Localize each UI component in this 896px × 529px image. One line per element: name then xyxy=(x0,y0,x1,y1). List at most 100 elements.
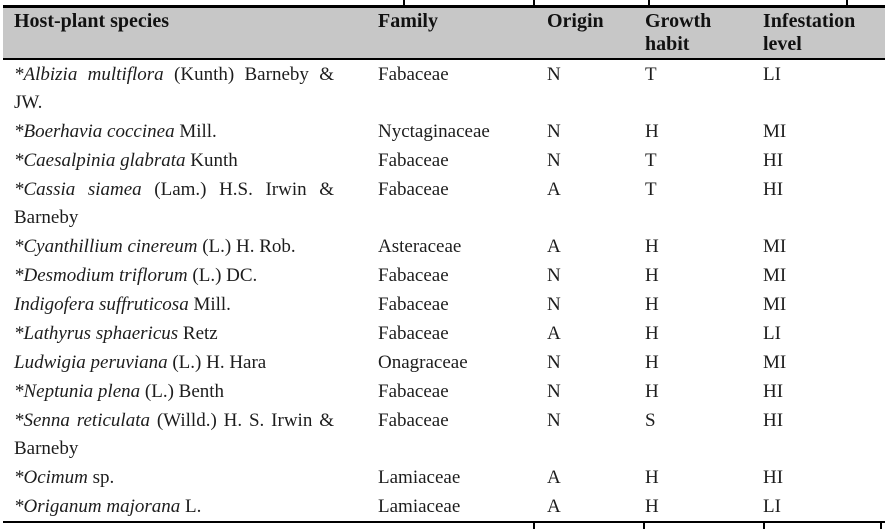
column-header-growth-habit: Growth habit xyxy=(645,6,763,60)
rule-stub xyxy=(643,523,645,529)
origin-cell: A xyxy=(547,467,561,488)
infestation-level-cell: MI xyxy=(763,236,787,257)
rule-stub xyxy=(403,0,405,5)
species-name: *Senna reticulata xyxy=(14,410,150,431)
origin-cell: A xyxy=(547,323,561,344)
species-authority: (L.) Benth xyxy=(140,381,225,402)
family-cell: Asteraceae xyxy=(378,236,462,257)
table-row: Ludwigia peruviana (L.) H. Hara Onagrace… xyxy=(3,348,885,377)
family-cell: Fabaceae xyxy=(378,294,449,315)
species-authority: (Lam.) H.S. Irwin & Barneby xyxy=(14,179,334,228)
species-authority: (L.) DC. xyxy=(187,265,258,286)
species-name: *Origanum majorana xyxy=(14,496,181,517)
species-name: *Neptunia plena xyxy=(14,381,141,402)
infestation-level-cell: MI xyxy=(763,265,787,286)
species-authority: (Willd.) H. S. Irwin & Barneby xyxy=(14,410,334,459)
infestation-level-cell: MI xyxy=(763,121,787,142)
table-row: *Cyanthillium cinereum (L.) H. Rob. Aste… xyxy=(3,232,885,261)
table-body: *Albizia multiflora (Kunth) Barneby & JW… xyxy=(3,59,885,522)
species-authority: (L.) H. Rob. xyxy=(197,236,296,257)
infestation-level-cell: HI xyxy=(763,381,784,402)
rule-stub xyxy=(533,0,535,5)
infestation-level-cell: HI xyxy=(763,410,784,431)
table-row: *Neptunia plena (L.) Benth Fabaceae N H … xyxy=(3,377,885,406)
species-cell: *Desmodium triflorum (L.) DC. xyxy=(3,261,378,290)
table-row: *Boerhavia coccinea Mill. Nyctaginaceae … xyxy=(3,117,885,146)
table-row: *Cassia siamea (Lam.) H.S. Irwin & Barne… xyxy=(3,175,885,232)
infestation-level-cell: LI xyxy=(763,496,781,517)
column-header-origin: Origin xyxy=(547,6,645,60)
growth-habit-cell: H xyxy=(645,265,659,286)
table-row: *Desmodium triflorum (L.) DC. Fabaceae N… xyxy=(3,261,885,290)
family-cell: Fabaceae xyxy=(378,265,449,286)
table-row: *Caesalpinia glabrata Kunth Fabaceae N T… xyxy=(3,146,885,175)
species-authority: (L.) H. Hara xyxy=(167,352,267,373)
species-cell: *Albizia multiflora (Kunth) Barneby & JW… xyxy=(3,59,378,117)
species-cell: Ludwigia peruviana (L.) H. Hara xyxy=(3,348,378,377)
species-cell: *Ocimum sp. xyxy=(3,463,378,492)
rule-stub xyxy=(846,0,848,5)
infestation-level-cell: HI xyxy=(763,179,784,200)
growth-habit-cell: H xyxy=(645,121,659,142)
column-header-family: Family xyxy=(378,6,547,60)
species-cell: *Cyanthillium cinereum (L.) H. Rob. xyxy=(3,232,378,261)
growth-habit-cell: S xyxy=(645,410,656,431)
infestation-level-cell: HI xyxy=(763,150,784,171)
species-cell: *Senna reticulata (Willd.) H. S. Irwin &… xyxy=(3,406,378,463)
species-name: *Boerhavia coccinea xyxy=(14,121,175,142)
family-cell: Lamiaceae xyxy=(378,467,461,488)
rule-stub xyxy=(880,523,882,529)
rule-stub xyxy=(648,0,650,5)
origin-cell: A xyxy=(547,179,561,200)
origin-cell: N xyxy=(547,410,561,431)
species-name: *Caesalpinia glabrata xyxy=(14,150,186,171)
table-row: *Ocimum sp. Lamiaceae A H HI xyxy=(3,463,885,492)
infestation-level-cell: HI xyxy=(763,467,784,488)
infestation-level-cell: MI xyxy=(763,352,787,373)
species-cell: *Origanum majorana L. xyxy=(3,492,378,522)
origin-cell: N xyxy=(547,121,561,142)
growth-habit-cell: H xyxy=(645,381,659,402)
growth-habit-cell: H xyxy=(645,467,659,488)
growth-habit-cell: T xyxy=(645,179,657,200)
origin-cell: N xyxy=(547,265,561,286)
family-cell: Fabaceae xyxy=(378,64,449,85)
growth-habit-cell: H xyxy=(645,352,659,373)
species-cell: Indigofera suffruticosa Mill. xyxy=(3,290,378,319)
family-cell: Fabaceae xyxy=(378,323,449,344)
origin-cell: N xyxy=(547,150,561,171)
species-authority: L. xyxy=(180,496,202,517)
table-header: Host-plant species Family Origin Growth … xyxy=(3,6,885,60)
species-name: *Desmodium triflorum xyxy=(14,265,188,286)
origin-cell: N xyxy=(547,294,561,315)
species-cell: *Caesalpinia glabrata Kunth xyxy=(3,146,378,175)
species-cell: *Neptunia plena (L.) Benth xyxy=(3,377,378,406)
table-row: *Lathyrus sphaericus Retz Fabaceae A H L… xyxy=(3,319,885,348)
family-cell: Fabaceae xyxy=(378,150,449,171)
species-cell: *Lathyrus sphaericus Retz xyxy=(3,319,378,348)
species-name: Ludwigia peruviana xyxy=(14,352,168,373)
species-name: *Albizia multiflora xyxy=(14,64,164,85)
origin-cell: N xyxy=(547,352,561,373)
table-row: *Origanum majorana L. Lamiaceae A H LI xyxy=(3,492,885,522)
infestation-level-cell: LI xyxy=(763,323,781,344)
species-authority: Kunth xyxy=(185,150,238,171)
host-plant-table-frame: Host-plant species Family Origin Growth … xyxy=(3,5,885,523)
growth-habit-cell: H xyxy=(645,496,659,517)
family-cell: Fabaceae xyxy=(378,179,449,200)
growth-habit-cell: T xyxy=(645,150,657,171)
species-name: *Cassia siamea xyxy=(14,179,142,200)
header-row: Host-plant species Family Origin Growth … xyxy=(3,6,885,60)
column-header-host-plant-species: Host-plant species xyxy=(3,6,378,60)
species-cell: *Boerhavia coccinea Mill. xyxy=(3,117,378,146)
species-name: Indigofera suffruticosa xyxy=(14,294,189,315)
rule-stub xyxy=(763,523,765,529)
table-row: *Senna reticulata (Willd.) H. S. Irwin &… xyxy=(3,406,885,463)
species-authority: Retz xyxy=(178,323,218,344)
family-cell: Onagraceae xyxy=(378,352,468,373)
growth-habit-cell: T xyxy=(645,64,657,85)
table-row: *Albizia multiflora (Kunth) Barneby & JW… xyxy=(3,59,885,117)
origin-cell: A xyxy=(547,496,561,517)
column-header-infestation-level: Infestation level xyxy=(763,6,885,60)
